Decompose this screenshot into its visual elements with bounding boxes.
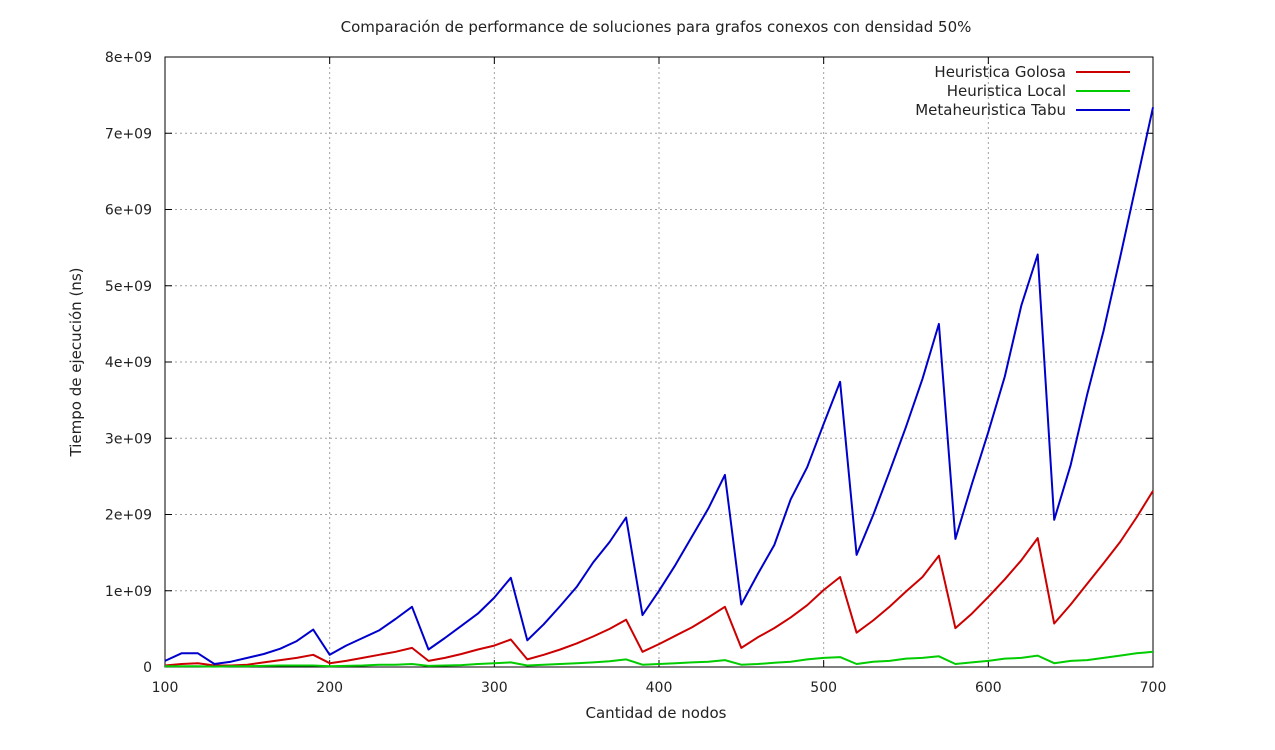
y-tick-label: 7e+09 — [105, 126, 152, 142]
x-tick-label: 700 — [1140, 680, 1167, 696]
y-tick-label: 3e+09 — [105, 431, 152, 447]
series-line-heuristica-local — [165, 650, 1154, 668]
legend-label: Heuristica Golosa — [934, 63, 1066, 81]
x-tick-label: 300 — [481, 680, 508, 696]
series-lines — [164, 107, 1154, 668]
y-tick-label: 6e+09 — [105, 203, 152, 219]
y-tick-label: 2e+09 — [105, 508, 152, 524]
chart-title: Comparación de performance de soluciones… — [341, 18, 972, 36]
x-tick-label: 400 — [646, 680, 673, 696]
grid — [165, 57, 1153, 667]
y-tick-label: 8e+09 — [105, 50, 152, 66]
y-axis-label: Tiempo de ejecución (ns) — [67, 268, 85, 458]
legend-label: Heuristica Local — [947, 82, 1066, 100]
x-axis-label: Cantidad de nodos — [586, 704, 727, 722]
x-tick-label: 600 — [975, 680, 1002, 696]
series-line-heuristica-golosa — [164, 490, 1154, 667]
y-tick-label: 5e+09 — [105, 279, 152, 295]
y-tick-label: 0 — [143, 660, 152, 676]
series-line-metaheuristica-tabu — [164, 107, 1154, 665]
y-axis: 0 1e+09 2e+09 3e+09 4e+09 5e+09 6e+09 7e+09 8e+0… — [105, 50, 1153, 676]
y-tick-label: 4e+09 — [105, 355, 152, 371]
x-tick-label: 500 — [810, 680, 837, 696]
x-tick-label: 200 — [316, 680, 343, 696]
y-tick-label: 1e+09 — [105, 584, 152, 600]
x-tick-label: 100 — [152, 680, 179, 696]
legend-label: Metaheuristica Tabu — [915, 101, 1066, 119]
